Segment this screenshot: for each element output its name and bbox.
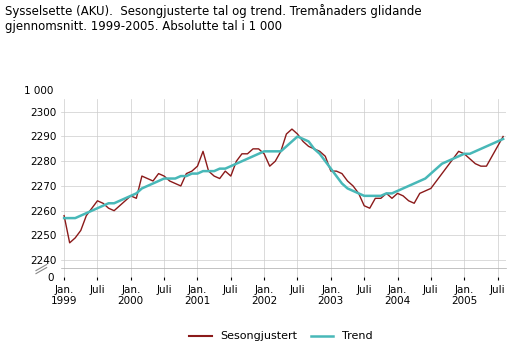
Legend: Sesongjustert, Trend: Sesongjustert, Trend [185,327,377,346]
Text: Sysselsette (AKU).  Sesongjusterte tal og trend. Tremånaders glidande
gjennomsni: Sysselsette (AKU). Sesongjusterte tal og… [5,4,422,33]
Text: 1 000: 1 000 [24,86,53,96]
